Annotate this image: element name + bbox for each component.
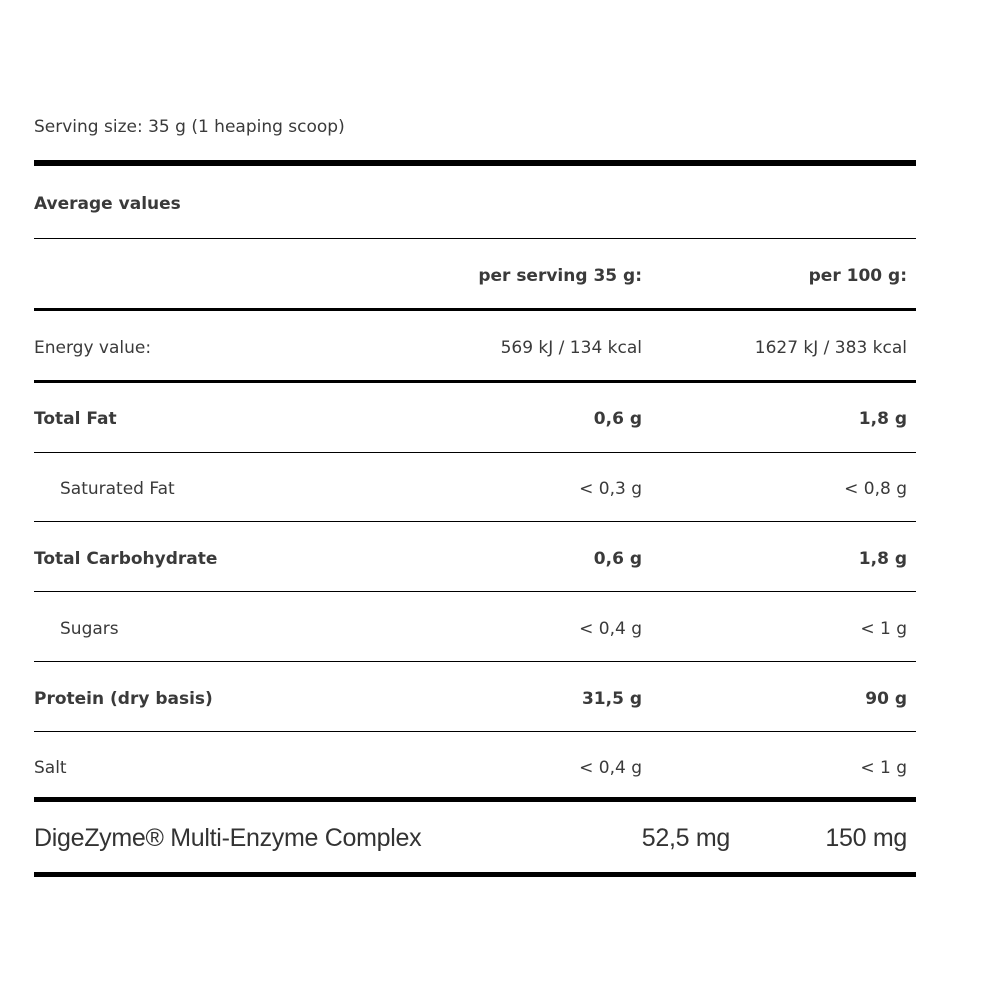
enzyme-per-100g: 150 mg — [825, 824, 907, 852]
divider — [34, 731, 916, 732]
row-per-serving: 31,5 g — [581, 689, 642, 709]
divider — [34, 661, 916, 662]
row-per-100g: < 1 g — [860, 619, 907, 639]
section-title: Average values — [34, 194, 181, 214]
row-label: Saturated Fat — [60, 479, 175, 499]
row-per-100g: 1,8 g — [858, 409, 907, 429]
thick-divider — [34, 160, 916, 166]
divider — [34, 521, 916, 522]
row-per-serving: < 0,4 g — [579, 619, 642, 639]
row-per-100g: 1627 kJ / 383 kcal — [754, 338, 907, 358]
row-per-serving: 569 kJ / 134 kcal — [500, 338, 642, 358]
enzyme-per-serving: 52,5 mg — [641, 824, 731, 852]
row-per-serving: < 0,4 g — [579, 758, 642, 778]
row-label: Energy value: — [34, 338, 152, 358]
divider — [34, 380, 916, 383]
divider — [34, 591, 916, 592]
row-per-100g: 90 g — [865, 689, 907, 709]
row-per-serving: 0,6 g — [593, 409, 642, 429]
header-per-100g: per 100 g: — [808, 266, 907, 286]
row-label: Total Fat — [34, 409, 117, 429]
row-label: Salt — [34, 758, 67, 778]
serving-size: Serving size: 35 g (1 heaping scoop) — [34, 117, 345, 137]
row-per-serving: 0,6 g — [593, 549, 642, 569]
divider — [34, 452, 916, 453]
header-per-serving: per serving 35 g: — [478, 266, 642, 286]
enzyme-label: DigeZyme® Multi-Enzyme Complex — [34, 824, 422, 852]
row-per-100g: < 0,8 g — [844, 479, 907, 499]
thick-divider — [34, 872, 916, 877]
row-label: Protein (dry basis) — [34, 689, 213, 709]
row-label: Sugars — [60, 619, 119, 639]
row-per-100g: < 1 g — [860, 758, 907, 778]
divider — [34, 308, 916, 311]
row-per-serving: < 0,3 g — [579, 479, 642, 499]
thick-divider — [34, 797, 916, 802]
row-label: Total Carbohydrate — [34, 549, 218, 569]
divider — [34, 238, 916, 239]
row-per-100g: 1,8 g — [858, 549, 907, 569]
